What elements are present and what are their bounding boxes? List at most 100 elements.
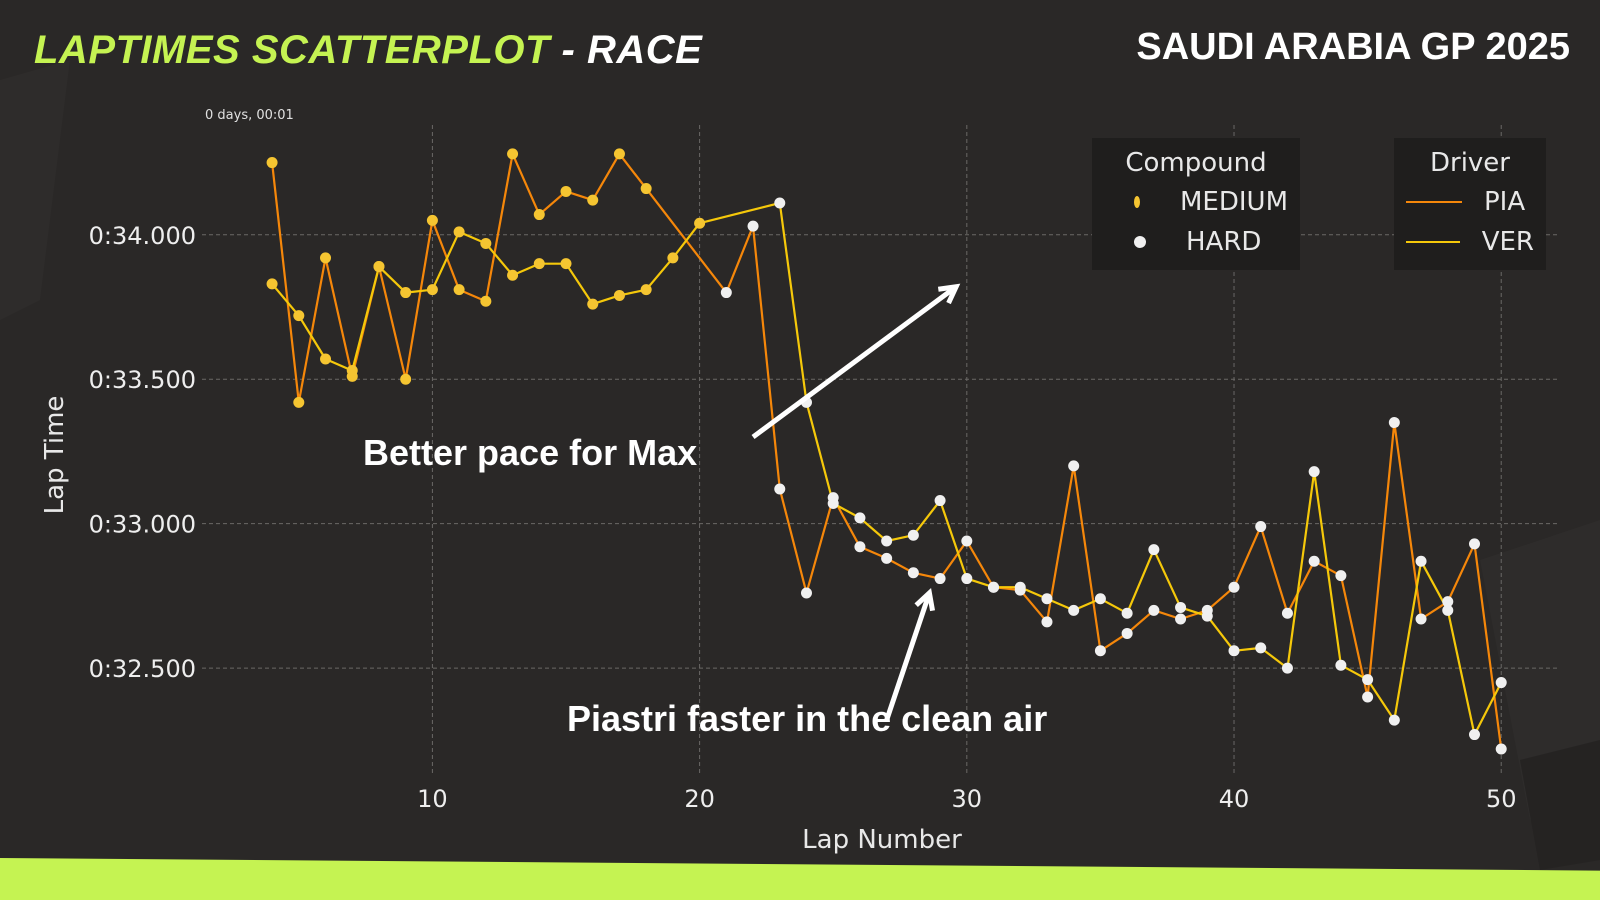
legend-item-hard: HARD [1104, 222, 1288, 262]
x-tick-label: 40 [1219, 785, 1250, 813]
data-point-ver [1041, 593, 1053, 605]
data-point-pia [266, 157, 278, 169]
data-point-ver [320, 353, 332, 365]
data-point-ver [1281, 662, 1293, 674]
data-point-ver [1068, 604, 1080, 616]
annotation-arrow [751, 284, 958, 440]
data-point-pia [480, 295, 492, 307]
data-point-pia [1175, 613, 1187, 625]
data-point-pia [400, 373, 412, 385]
y-tick-label: 0:34.000 [89, 222, 196, 250]
data-point-ver [1388, 714, 1400, 726]
data-point-pia [1362, 691, 1374, 703]
axis-offset-text: 0 days, 00:01 [205, 108, 294, 123]
annotation-arrow [884, 592, 932, 721]
data-point-ver [613, 289, 625, 301]
data-point-ver [1495, 677, 1507, 689]
x-tick-label: 50 [1486, 785, 1517, 813]
chart-title: LAPTIMES SCATTERPLOT - RACE [34, 28, 702, 73]
data-point-ver [426, 284, 438, 296]
data-point-pia [1255, 521, 1267, 533]
data-point-ver [1228, 645, 1240, 657]
data-point-pia [1281, 607, 1293, 619]
data-point-pia [1388, 417, 1400, 429]
data-point-pia [720, 287, 732, 299]
data-point-ver [1415, 555, 1427, 567]
data-point-pia [907, 567, 919, 579]
legend-compound-title: Compound [1125, 148, 1267, 178]
hard-marker-icon [1134, 236, 1146, 248]
data-point-ver [854, 512, 866, 524]
data-point-ver [533, 258, 545, 270]
event-name: SAUDI ARABIA GP 2025 [1136, 26, 1570, 68]
legend-driver: Driver PIA VER [1394, 138, 1546, 270]
data-point-pia [293, 396, 305, 408]
data-point-pia [640, 183, 652, 195]
arrow-head-icon [914, 588, 936, 612]
y-tick-label: 0:33.000 [89, 511, 196, 539]
legend-label: PIA [1484, 187, 1526, 217]
data-point-pia [854, 541, 866, 553]
data-point-ver [293, 310, 305, 322]
x-tick-label: 10 [417, 785, 448, 813]
data-point-pia [320, 252, 332, 264]
series-points [266, 148, 1507, 755]
data-point-pia [1068, 460, 1080, 472]
data-point-ver [1014, 581, 1026, 593]
data-point-ver [266, 278, 278, 290]
legend-item-medium: MEDIUM [1104, 182, 1288, 222]
data-point-pia [1228, 581, 1240, 593]
data-point-pia [934, 573, 946, 585]
ver-line-icon [1406, 241, 1460, 243]
data-point-ver [774, 197, 786, 209]
annotation-max: Better pace for Max [363, 432, 698, 473]
data-point-ver [827, 497, 839, 509]
data-point-pia [1495, 743, 1507, 755]
medium-marker-icon [1134, 196, 1140, 208]
data-point-ver [346, 365, 358, 377]
annotation-arrows [751, 283, 961, 721]
data-point-ver [1335, 659, 1347, 671]
data-point-ver [480, 237, 492, 249]
legend-label: VER [1481, 227, 1534, 257]
data-point-ver [1148, 544, 1160, 556]
data-point-pia [1041, 616, 1053, 628]
data-point-ver [1175, 601, 1187, 613]
y-tick-label: 0:32.500 [89, 655, 196, 683]
x-tick-label: 30 [952, 785, 983, 813]
data-point-pia [1442, 596, 1454, 608]
legend-label: HARD [1186, 227, 1262, 257]
y-tick-label: 0:33.500 [89, 366, 196, 394]
data-point-pia [774, 483, 786, 495]
data-point-ver [667, 252, 679, 264]
data-point-ver [587, 298, 599, 310]
legend-item-pia: PIA [1406, 182, 1534, 222]
data-point-pia [560, 185, 572, 197]
annotation-piastri: Piastri faster in the clean air [567, 698, 1048, 739]
axis-ticks: 10 20 30 40 50 0:32.500 0:33.000 0:33.500 0:34.0… [89, 222, 1517, 813]
data-point-pia [1148, 604, 1160, 616]
data-point-ver [907, 529, 919, 541]
data-point-ver [988, 581, 1000, 593]
data-point-pia [1335, 570, 1347, 582]
data-point-ver [1201, 610, 1213, 622]
data-point-pia [1308, 555, 1320, 567]
legend-compound: Compound MEDIUM HARD [1092, 138, 1300, 270]
data-point-ver [400, 287, 412, 299]
data-point-pia [507, 148, 519, 160]
legend-label: MEDIUM [1179, 187, 1288, 217]
title-accent: LAPTIMES SCATTERPLOT [34, 28, 550, 72]
data-point-ver [694, 217, 706, 229]
data-point-ver [1468, 729, 1480, 741]
pia-line-icon [1406, 201, 1462, 203]
data-point-ver [453, 226, 465, 238]
arrow-head-icon [937, 283, 961, 305]
data-point-pia [1415, 613, 1427, 625]
data-point-ver [1442, 604, 1454, 616]
data-point-ver [640, 284, 652, 296]
data-point-pia [426, 214, 438, 226]
data-point-pia [1121, 627, 1133, 639]
legend-item-ver: VER [1406, 222, 1534, 262]
data-point-pia [533, 209, 545, 221]
